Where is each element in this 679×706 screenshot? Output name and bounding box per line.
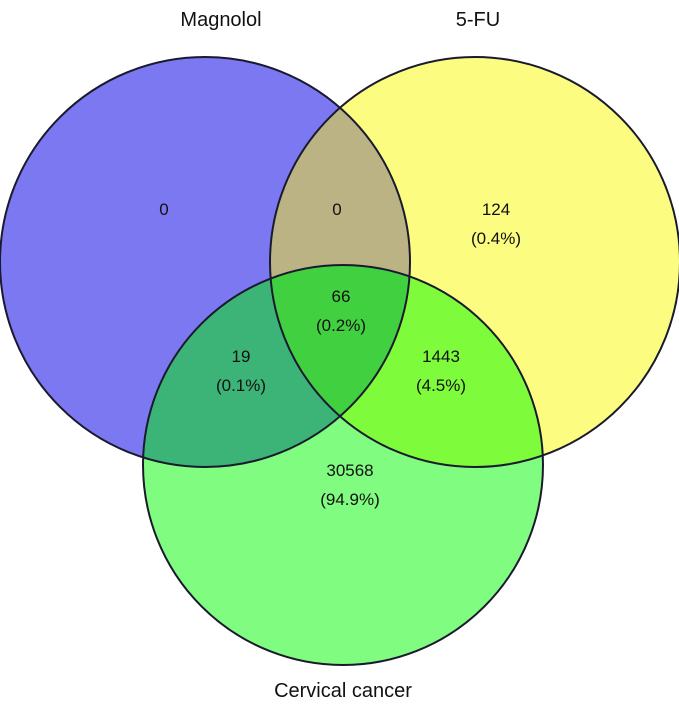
5fu-outline [269, 56, 679, 468]
set-label-magnolol: Magnolol [180, 9, 261, 31]
magnolol-outline [0, 56, 411, 468]
region-triple-count: 66 [332, 287, 351, 306]
region-5fu-cervical-percent: (4.5%) [416, 376, 466, 395]
region-triple-percent: (0.2%) [316, 316, 366, 335]
cervical-cancer-outline [142, 264, 544, 666]
region-cervical-only-percent: (94.9%) [320, 490, 380, 509]
region-5fu-cervical-count: 1443 [422, 347, 460, 366]
set-label-cervical-cancer: Cervical cancer [274, 680, 412, 702]
region-5fu-only-percent: (0.4%) [471, 229, 521, 248]
region-magnolol-only-count: 0 [159, 200, 168, 219]
region-cervical-only-count: 30568 [326, 461, 373, 480]
region-magnolol-cervical-percent: (0.1%) [216, 376, 266, 395]
region-magnolol-5fu-count: 0 [332, 200, 341, 219]
region-5fu-only-count: 124 [482, 200, 510, 219]
set-label-5fu: 5-FU [456, 9, 500, 31]
region-magnolol-cervical-count: 19 [232, 347, 251, 366]
